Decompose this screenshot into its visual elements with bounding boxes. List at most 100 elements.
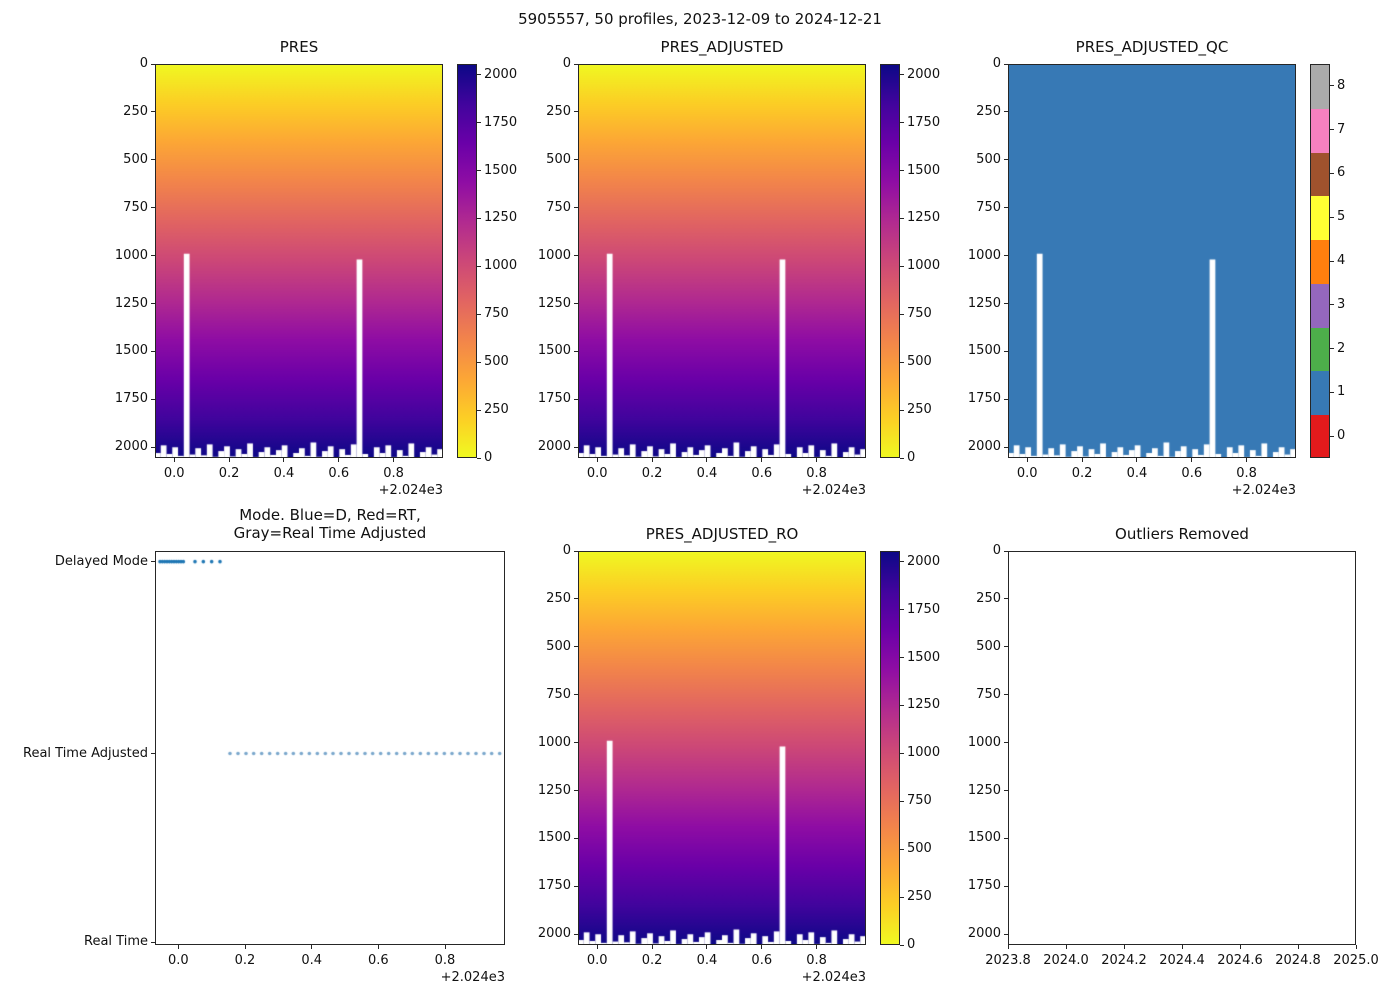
colorbar-tick-label: 500 (484, 354, 509, 370)
colorbar-tick-label: 2000 (484, 66, 518, 82)
colorbar-tick-mark (900, 609, 904, 611)
x-tick-label: 0.8 (806, 953, 827, 968)
colorbar-tick-mark (900, 704, 904, 706)
colorbar-tick-mark (900, 217, 904, 219)
colorbar-tick-mark (477, 74, 481, 76)
y-tick-label: 2000 (537, 926, 571, 942)
y-tick-label: 1500 (114, 343, 148, 359)
x-axis-offset-label: +2.024e3 (440, 970, 505, 985)
colorbar-tick-label: 7 (1337, 121, 1346, 137)
y-tick-mark (574, 837, 578, 839)
y-tick-mark (574, 550, 578, 552)
x-tick-label: 0.2 (1071, 466, 1093, 481)
x-tick-mark (173, 458, 175, 462)
colorbar-tick-label: 1000 (907, 745, 941, 761)
x-tick-label: 0.4 (696, 466, 718, 481)
colorbar-tick-mark (477, 217, 481, 219)
colorbar-tick-label: 750 (484, 306, 509, 322)
pres_adjusted_qc-heatmap-canvas (1008, 64, 1296, 458)
x-tick-label: 0.6 (751, 953, 773, 968)
x-axis-offset-label: +2.024e3 (1231, 483, 1296, 498)
y-tick-mark (574, 933, 578, 935)
colorbar-tick-mark (900, 561, 904, 563)
x-tick-mark (177, 945, 179, 949)
colorbar-tick-mark (900, 752, 904, 754)
x-tick-label: 2024.2 (1101, 953, 1147, 968)
colorbar-tick-mark (1330, 85, 1334, 87)
colorbar-tick-mark (477, 265, 481, 267)
y-tick-label: 750 (546, 199, 571, 215)
x-tick-mark (1191, 458, 1193, 462)
qc-colorbar-segment (1311, 371, 1329, 416)
qc-colorbar-segment (1311, 327, 1329, 372)
y-tick-label: 250 (976, 590, 1001, 606)
pres_adjusted-heatmap-canvas (578, 64, 866, 458)
x-tick-mark (1297, 945, 1299, 949)
y-tick-mark (151, 111, 155, 113)
subplot-title: PRES_ADJUSTED_QC (1075, 38, 1229, 56)
y-tick-mark (574, 303, 578, 305)
y-tick-mark (1004, 790, 1008, 792)
x-tick-label: 0.8 (434, 953, 456, 968)
colorbar-tick-label: 2 (1337, 340, 1346, 356)
y-tick-label: 1500 (967, 830, 1001, 846)
y-tick-mark (574, 694, 578, 696)
y-tick-mark (1004, 398, 1008, 400)
colorbar-tick-mark (477, 170, 481, 172)
x-tick-mark (1123, 945, 1125, 949)
y-tick-mark (151, 255, 155, 257)
y-tick-label: 750 (546, 686, 571, 702)
colorbar-tick-mark (900, 800, 904, 802)
y-tick-label: 0 (562, 543, 571, 558)
x-tick-label: 0.2 (641, 466, 663, 481)
x-tick-label: 0.6 (328, 466, 350, 481)
y-tick-mark (151, 63, 155, 65)
y-tick-label: 1000 (967, 734, 1001, 750)
x-tick-label: 0.4 (273, 466, 295, 481)
colorbar-tick-label: 500 (907, 354, 932, 370)
y-tick-mark (151, 159, 155, 161)
y-tick-label: 500 (976, 638, 1001, 654)
x-tick-mark (651, 945, 653, 949)
x-tick-mark (596, 945, 598, 949)
y-tick-mark (151, 303, 155, 305)
pres_adjusted_qc-axes (1008, 64, 1296, 458)
mode-scatter-canvas (155, 551, 505, 945)
x-tick-mark (393, 458, 395, 462)
y-tick-label: 750 (123, 199, 148, 215)
x-tick-mark (244, 945, 246, 949)
y-tick-mark (574, 159, 578, 161)
y-tick-label: 250 (123, 103, 148, 119)
y-tick-label: 500 (123, 151, 148, 167)
colorbar-tick-mark (900, 457, 904, 459)
colorbar-tick-mark (900, 657, 904, 659)
y-tick-label: 2000 (537, 439, 571, 455)
colorbar-tick-mark (477, 122, 481, 124)
colorbar-tick-mark (1330, 260, 1334, 262)
y-tick-label: 1750 (537, 878, 571, 894)
subplot-title: PRES_ADJUSTED (660, 38, 784, 56)
y-tick-label: 1000 (114, 247, 148, 263)
y-tick-label: 2000 (967, 926, 1001, 942)
pres_adjusted-axes (578, 64, 866, 458)
y-tick-label: 250 (546, 103, 571, 119)
x-tick-label: 0.0 (586, 466, 608, 481)
y-tick-mark (574, 790, 578, 792)
y-tick-mark (574, 255, 578, 257)
colorbar-tick-label: 2000 (907, 553, 941, 569)
y-tick-mark (151, 398, 155, 400)
x-tick-mark (1355, 945, 1357, 949)
x-tick-mark (1007, 945, 1009, 949)
x-tick-label: 0.0 (163, 466, 185, 481)
y-tick-mark (1004, 694, 1008, 696)
pressure-colorbar (880, 64, 900, 458)
y-tick-mark (151, 350, 155, 352)
colorbar-tick-label: 250 (484, 402, 509, 418)
colorbar-tick-mark (1330, 391, 1334, 393)
colorbar-tick-label: 4 (1337, 253, 1346, 268)
x-tick-mark (651, 458, 653, 462)
x-axis-offset-label: +2.024e3 (801, 483, 866, 498)
y-tick-label: 1000 (537, 734, 571, 750)
y-tick-mark (1004, 446, 1008, 448)
y-tick-mark (1004, 885, 1008, 887)
